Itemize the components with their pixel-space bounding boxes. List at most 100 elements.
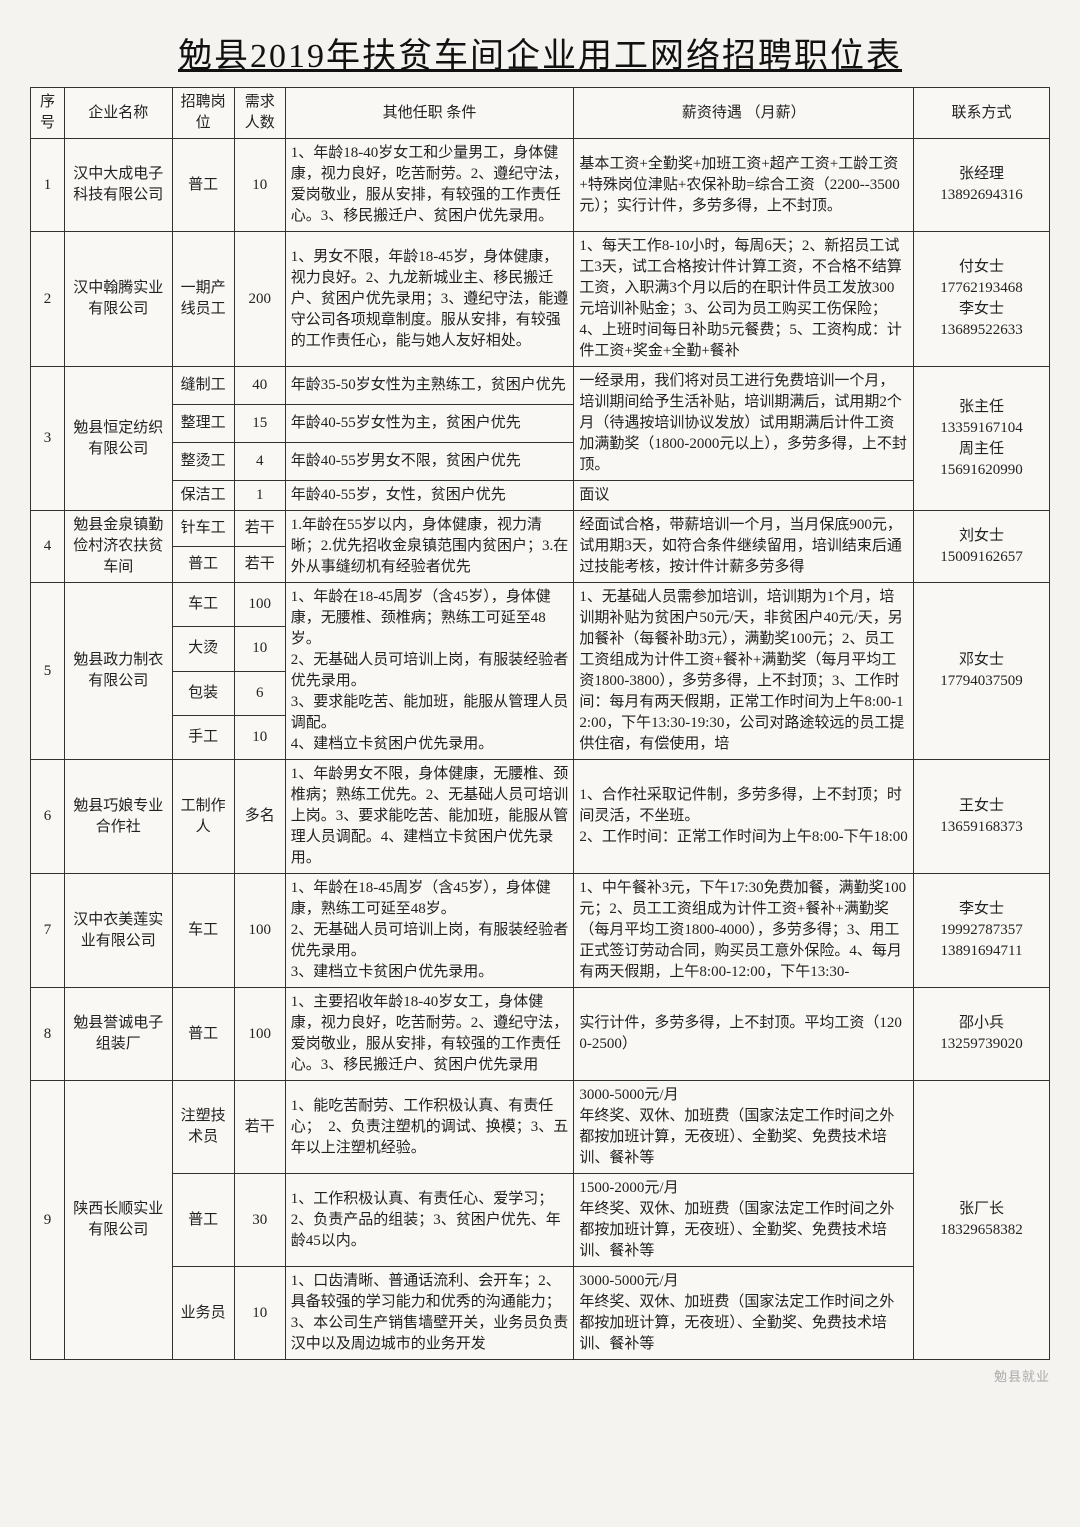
col-no: 序号 [31, 88, 65, 139]
table-cell: 1、年龄在18-45周岁（含45岁），身体健康，熟练工可延至48岁。 2、无基础… [285, 874, 574, 988]
table-cell: 勉县金泉镇勤俭村济农扶贫车间 [64, 511, 172, 583]
table-cell: 3000-5000元/月 年终奖、双休、加班费（国家法定工作时间之外都按加班计算… [574, 1081, 914, 1174]
table-cell: 手工 [172, 715, 234, 759]
table-cell: 张厂长 18329658382 [914, 1081, 1050, 1360]
table-cell: 车工 [172, 583, 234, 627]
table-cell: 工制作人 [172, 760, 234, 874]
table-row: 7汉中衣美莲实业有限公司车工1001、年龄在18-45周岁（含45岁），身体健康… [31, 874, 1050, 988]
table-cell: 年龄40-55岁男女不限，贫困户优先 [285, 443, 574, 481]
table-cell: 包装 [172, 671, 234, 715]
table-cell: 勉县恒定纺织有限公司 [64, 367, 172, 511]
table-row: 保洁工1年龄40-55岁，女性，贫困户优先面议 [31, 481, 1050, 511]
table-cell: 5 [31, 583, 65, 760]
table-cell: 汉中大成电子科技有限公司 [64, 139, 172, 232]
jobs-table: 序号 企业名称 招聘岗位 需求人数 其他任职 条件 薪资待遇 （月薪） 联系方式… [30, 87, 1050, 1360]
watermark: 勉县就业 [30, 1366, 1050, 1385]
table-row: 9陕西长顺实业有限公司注塑技术员若干1、能吃苦耐劳、工作积极认真、有责任心； 2… [31, 1081, 1050, 1174]
table-cell: 1、中午餐补3元，下午17:30免费加餐，满勤奖100元；2、员工工资组成为计件… [574, 874, 914, 988]
table-cell: 100 [234, 988, 285, 1081]
table-cell: 王女士 13659168373 [914, 760, 1050, 874]
table-cell: 1、无基础人员需参加培训，培训期为1个月，培训期补贴为贫困户50元/天，非贫困户… [574, 583, 914, 760]
table-cell: 普工 [172, 547, 234, 583]
table-cell: 业务员 [172, 1267, 234, 1360]
table-cell: 1、男女不限，年龄18-45岁，身体健康，视力良好。2、九龙新城业主、移民搬迁户… [285, 232, 574, 367]
table-cell: 1、合作社采取记件制，多劳多得，上不封顶；时间灵活，不坐班。 2、工作时间：正常… [574, 760, 914, 874]
table-cell: 1、年龄在18-45周岁（含45岁），身体健康，无腰椎、颈椎病；熟练工可延至48… [285, 583, 574, 760]
header-row: 序号 企业名称 招聘岗位 需求人数 其他任职 条件 薪资待遇 （月薪） 联系方式 [31, 88, 1050, 139]
table-cell: 200 [234, 232, 285, 367]
table-cell: 1、能吃苦耐劳、工作积极认真、有责任心； 2、负责注塑机的调试、换模；3、五年以… [285, 1081, 574, 1174]
table-cell: 1、工作积极认真、有责任心、爱学习； 2、负责产品的组装；3、贫困户优先、年龄4… [285, 1174, 574, 1267]
col-position: 招聘岗位 [172, 88, 234, 139]
table-cell: 实行计件，多劳多得，上不封顶。平均工资（1200-2500） [574, 988, 914, 1081]
table-cell: 整烫工 [172, 443, 234, 481]
table-cell: 4 [31, 511, 65, 583]
table-cell: 张经理 13892694316 [914, 139, 1050, 232]
col-count: 需求人数 [234, 88, 285, 139]
table-cell: 大烫 [172, 627, 234, 671]
table-cell: 30 [234, 1174, 285, 1267]
col-contact: 联系方式 [914, 88, 1050, 139]
table-cell: 汉中衣美莲实业有限公司 [64, 874, 172, 988]
table-row: 6勉县巧娘专业合作社工制作人多名1、年龄男女不限，身体健康，无腰椎、颈椎病；熟练… [31, 760, 1050, 874]
table-cell: 100 [234, 874, 285, 988]
table-cell: 1 [234, 481, 285, 511]
table-cell: 车工 [172, 874, 234, 988]
table-cell: 邓女士 17794037509 [914, 583, 1050, 760]
table-row: 3勉县恒定纺织有限公司缝制工40年龄35-50岁女性为主熟练工，贫困户优先一经录… [31, 367, 1050, 405]
table-cell: 保洁工 [172, 481, 234, 511]
table-cell: 勉县誉诚电子组装厂 [64, 988, 172, 1081]
table-cell: 若干 [234, 511, 285, 547]
table-cell: 汉中翰腾实业有限公司 [64, 232, 172, 367]
table-cell: 普工 [172, 1174, 234, 1267]
table-cell: 100 [234, 583, 285, 627]
table-cell: 2 [31, 232, 65, 367]
table-cell: 陕西长顺实业有限公司 [64, 1081, 172, 1360]
table-row: 8勉县誉诚电子组装厂普工1001、主要招收年龄18-40岁女工，身体健康，视力良… [31, 988, 1050, 1081]
table-row: 2汉中翰腾实业有限公司一期产线员工2001、男女不限，年龄18-45岁，身体健康… [31, 232, 1050, 367]
table-cell: 李女士 19992787357 13891694711 [914, 874, 1050, 988]
table-cell: 普工 [172, 988, 234, 1081]
table-cell: 若干 [234, 1081, 285, 1174]
table-row: 业务员101、口齿清晰、普通话流利、会开车；2、具备较强的学习能力和优秀的沟通能… [31, 1267, 1050, 1360]
table-cell: 4 [234, 443, 285, 481]
table-cell: 整理工 [172, 405, 234, 443]
table-cell: 多名 [234, 760, 285, 874]
table-cell: 1 [31, 139, 65, 232]
table-cell: 基本工资+全勤奖+加班工资+超产工资+工龄工资+特殊岗位津贴+农保补助=综合工资… [574, 139, 914, 232]
table-cell: 邵小兵 13259739020 [914, 988, 1050, 1081]
table-cell: 1.年龄在55岁以内，身体健康，视力清晰；2.优先招收金泉镇范围内贫困户；3.在… [285, 511, 574, 583]
table-cell: 1、口齿清晰、普通话流利、会开车；2、具备较强的学习能力和优秀的沟通能力；3、本… [285, 1267, 574, 1360]
table-cell: 经面试合格，带薪培训一个月，当月保底900元，试用期3天，如符合条件继续留用，培… [574, 511, 914, 583]
table-cell: 年龄40-55岁女性为主，贫困户优先 [285, 405, 574, 443]
table-row: 5勉县政力制衣有限公司车工1001、年龄在18-45周岁（含45岁），身体健康，… [31, 583, 1050, 627]
table-cell: 1、年龄18-40岁女工和少量男工，身体健康，视力良好，吃苦耐劳。2、遵纪守法，… [285, 139, 574, 232]
table-cell: 勉县巧娘专业合作社 [64, 760, 172, 874]
col-salary: 薪资待遇 （月薪） [574, 88, 914, 139]
table-cell: 3000-5000元/月 年终奖、双休、加班费（国家法定工作时间之外都按加班计算… [574, 1267, 914, 1360]
table-cell: 10 [234, 627, 285, 671]
col-company: 企业名称 [64, 88, 172, 139]
table-cell: 7 [31, 874, 65, 988]
table-body: 1汉中大成电子科技有限公司普工101、年龄18-40岁女工和少量男工，身体健康，… [31, 139, 1050, 1360]
table-cell: 年龄35-50岁女性为主熟练工，贫困户优先 [285, 367, 574, 405]
table-cell: 张主任 13359167104 周主任 15691620990 [914, 367, 1050, 511]
table-row: 1汉中大成电子科技有限公司普工101、年龄18-40岁女工和少量男工，身体健康，… [31, 139, 1050, 232]
table-cell: 15 [234, 405, 285, 443]
table-cell: 一经录用，我们将对员工进行免费培训一个月，培训期间给予生活补贴，培训期满后，试用… [574, 367, 914, 481]
table-cell: 1、年龄男女不限，身体健康，无腰椎、颈椎病；熟练工优先。2、无基础人员可培训上岗… [285, 760, 574, 874]
table-cell: 刘女士 15009162657 [914, 511, 1050, 583]
table-cell: 一期产线员工 [172, 232, 234, 367]
table-cell: 年龄40-55岁，女性，贫困户优先 [285, 481, 574, 511]
table-cell: 针车工 [172, 511, 234, 547]
table-cell: 1500-2000元/月 年终奖、双休、加班费（国家法定工作时间之外都按加班计算… [574, 1174, 914, 1267]
table-cell: 面议 [574, 481, 914, 511]
table-cell: 40 [234, 367, 285, 405]
table-cell: 付女士 17762193468 李女士 13689522633 [914, 232, 1050, 367]
col-req: 其他任职 条件 [285, 88, 574, 139]
table-cell: 10 [234, 715, 285, 759]
table-cell: 10 [234, 139, 285, 232]
table-cell: 注塑技术员 [172, 1081, 234, 1174]
table-cell: 6 [31, 760, 65, 874]
table-cell: 1、每天工作8-10小时，每周6天；2、新招员工试工3天，试工合格按计件计算工资… [574, 232, 914, 367]
